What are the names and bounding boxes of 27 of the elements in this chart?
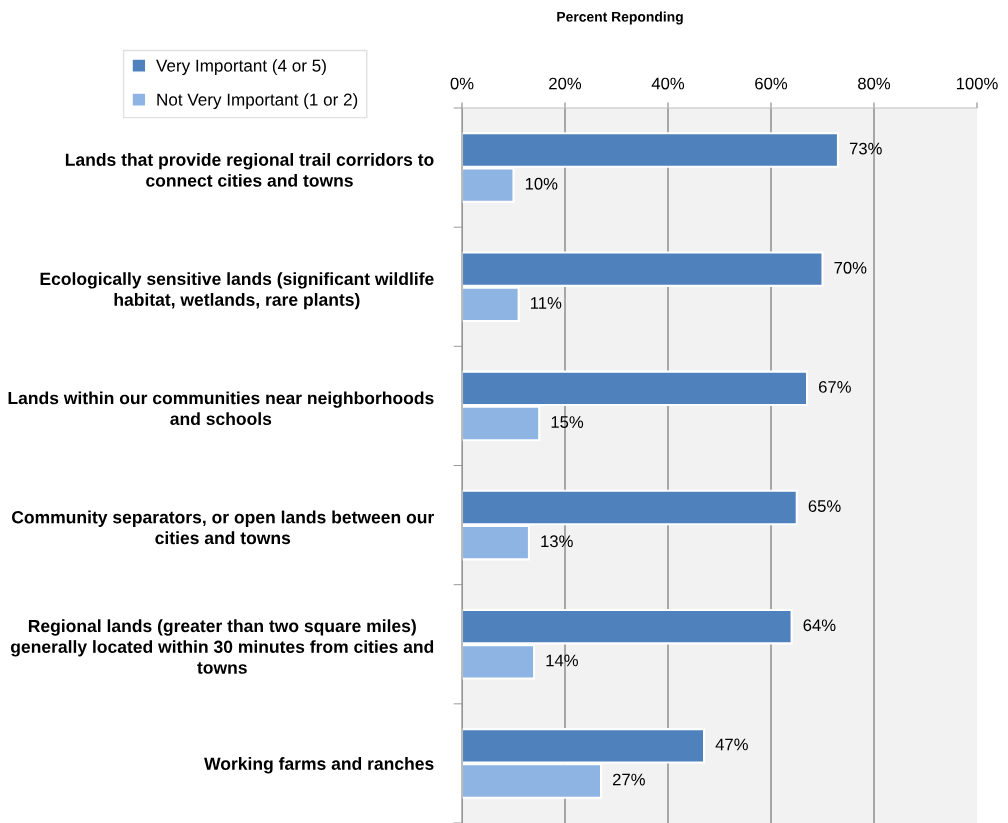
x-tick-label: 0% (450, 77, 474, 90)
data-label: 15% (551, 416, 584, 428)
data-label: 14% (546, 654, 578, 667)
y-tick-label: Community separators, or open lands between our cities and towns (11, 510, 434, 545)
data-label: 47% (715, 738, 748, 751)
x-tick-label: 60% (755, 77, 788, 90)
data-label: 73% (849, 142, 882, 155)
y-tick-label: Regional lands (greater than two square miles) generally located within 30 minutes from cities and towns (10, 619, 434, 674)
x-tick-label: 100% (956, 77, 998, 90)
data-label: 10% (525, 177, 558, 190)
y-tick-label: Lands that provide regional trail corridors to connect cities and towns (65, 153, 434, 187)
data-label: 64% (803, 619, 836, 632)
data-label: 11% (531, 297, 562, 309)
data-label: 70% (834, 261, 867, 274)
x-tick-label: 20% (549, 77, 582, 90)
data-label: 27% (613, 773, 645, 786)
y-tick-label: Ecologically sensitive lands (significant wildlife habitat, wetlands, rare plants) (40, 272, 434, 310)
legend-label: Not Very Important (1 or 2) (157, 93, 358, 110)
x-tick-label: 80% (858, 77, 891, 90)
y-tick-label: Lands within our communities near neighborhoods and schools (8, 391, 434, 426)
x-axis-title: Percent Reponding (557, 11, 683, 25)
y-tick-label: Working farms and ranches (204, 757, 434, 774)
x-tick-label: 40% (651, 77, 685, 90)
legend-label: Very Important (4 or 5) (156, 59, 326, 76)
data-label: 65% (808, 500, 841, 512)
data-label: 67% (819, 381, 851, 393)
data-label: 13% (541, 535, 573, 548)
